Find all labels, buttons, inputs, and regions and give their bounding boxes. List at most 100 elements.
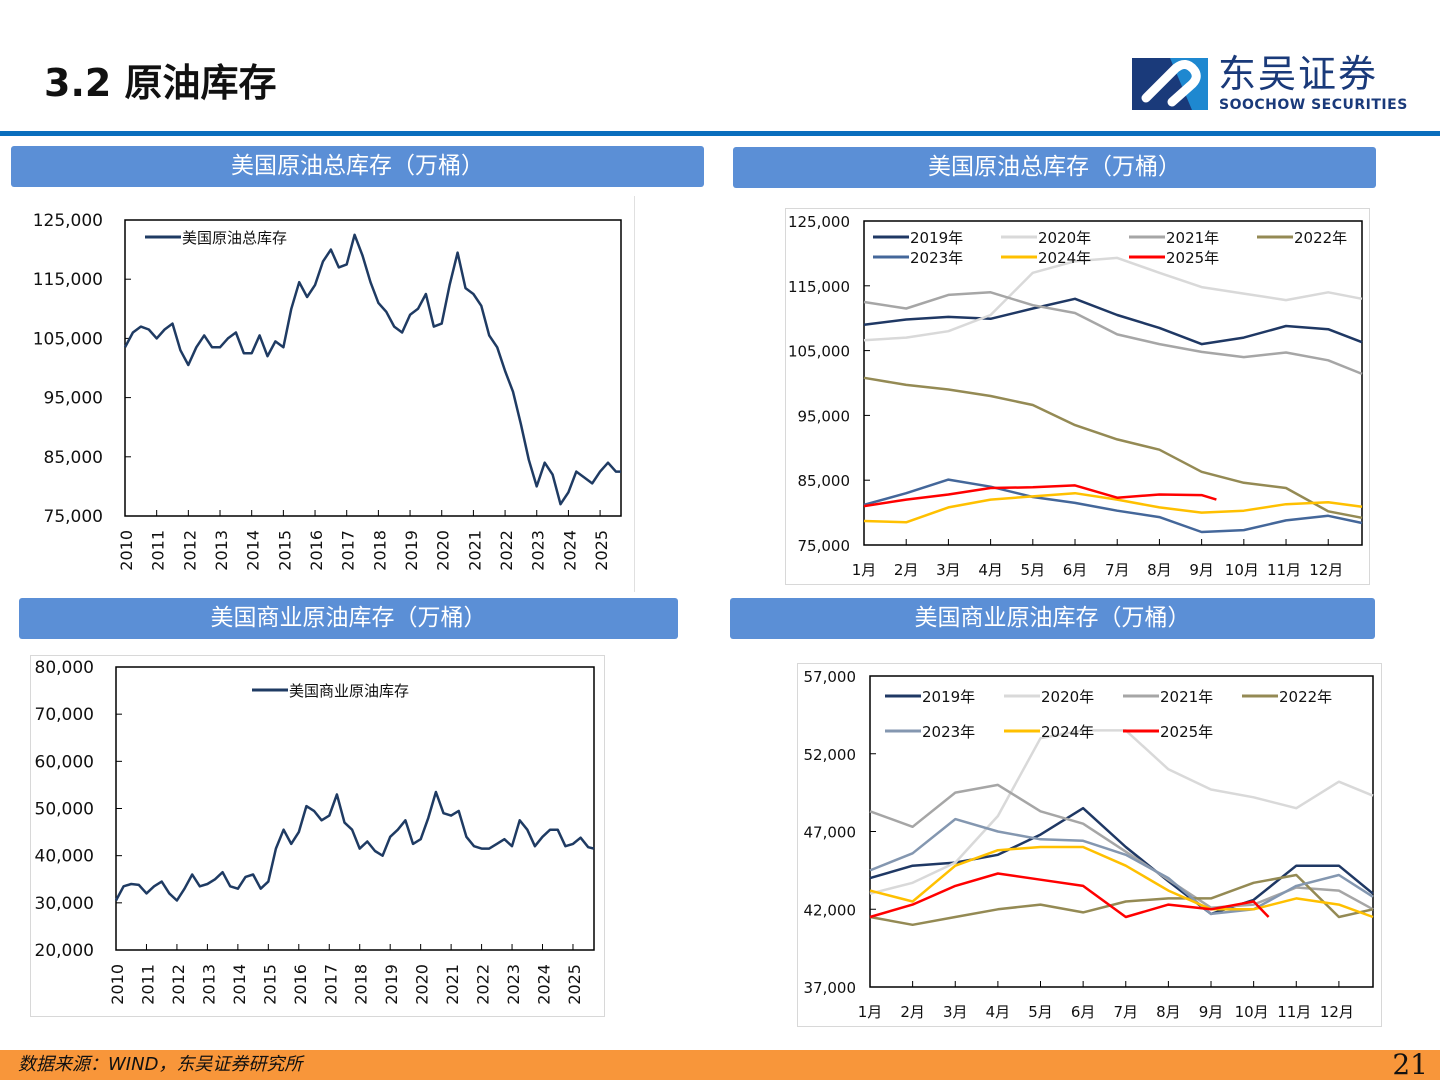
series-line-2025年: [863, 484, 1217, 508]
x-tick-label: 1月: [858, 1003, 883, 1021]
x-tick-label: 2010: [108, 964, 127, 1005]
x-tick-label: 2025: [565, 964, 584, 1005]
x-tick-label: 10月: [1225, 561, 1259, 579]
x-tick-label: 6月: [1071, 1003, 1096, 1021]
x-tick-label: 2013: [212, 530, 231, 571]
y-tick-label: 95,000: [44, 389, 103, 409]
x-tick-label: 2012: [169, 964, 188, 1005]
series-line-2025年: [869, 872, 1270, 919]
legend-label: 2023年: [922, 723, 975, 741]
y-tick-label: 75,000: [798, 537, 851, 555]
y-tick-label: 75,000: [44, 507, 103, 527]
plot-area: [124, 219, 622, 517]
x-tick-label: 12月: [1320, 1003, 1354, 1021]
x-tick-label: 2020: [434, 530, 453, 571]
series-line-2022年: [863, 376, 1363, 520]
page-title: 3.2 原油库存: [44, 61, 277, 105]
x-tick-label: 2020: [413, 964, 432, 1005]
panel-title-commercial-seasonal: 美国商业原油库存（万桶）: [730, 598, 1375, 639]
y-tick-label: 20,000: [35, 941, 94, 961]
legend-label: 2019年: [922, 688, 975, 706]
x-tick-label: 2017: [339, 530, 358, 571]
legend-label: 2022年: [1279, 688, 1332, 706]
x-tick-label: 5月: [1028, 1003, 1053, 1021]
x-tick-label: 8月: [1156, 1003, 1181, 1021]
y-tick-label: 50,000: [35, 800, 94, 820]
x-tick-label: 8月: [1147, 561, 1172, 579]
x-tick-label: 3月: [943, 1003, 968, 1021]
y-tick-label: 125,000: [33, 211, 103, 231]
soochow-logo-icon: [1132, 58, 1208, 110]
y-tick-label: 125,000: [788, 213, 850, 231]
company-logo: 东吴证券 SOOCHOW SECURITIES: [1132, 52, 1408, 114]
y-tick-label: 80,000: [35, 658, 94, 678]
x-tick-label: 4月: [978, 561, 1003, 579]
legend-label: 2021年: [1166, 229, 1219, 247]
x-tick-label: 2017: [321, 964, 340, 1005]
x-tick-label: 2013: [199, 964, 218, 1005]
x-tick-label: 4月: [986, 1003, 1011, 1021]
y-tick-label: 85,000: [44, 448, 103, 468]
x-tick-label: 6月: [1063, 561, 1088, 579]
legend-label: 2025年: [1166, 249, 1219, 267]
chart-frame: [30, 655, 605, 1017]
x-tick-label: 2月: [894, 561, 919, 579]
y-tick-label: 115,000: [33, 270, 103, 290]
legend-label: 2020年: [1038, 229, 1091, 247]
x-tick-label: 2016: [291, 964, 310, 1005]
x-tick-label: 2019: [402, 530, 421, 571]
y-tick-label: 70,000: [35, 705, 94, 725]
chart-1: 75,000 85,000 95,000 105,000 115,000 125,000 1…: [788, 213, 1363, 579]
legend-label: 美国原油总库存: [182, 229, 287, 247]
y-tick-label: 42,000: [804, 901, 857, 919]
legend-label: 2022年: [1294, 229, 1347, 247]
chart-frame: [797, 663, 1382, 1027]
x-tick-label: 2024: [535, 964, 554, 1005]
plot-area: [863, 220, 1363, 546]
y-tick-label: 40,000: [35, 847, 94, 867]
legend-label: 2024年: [1041, 723, 1094, 741]
chart-2: 20,000 30,000 40,000 50,000 60,000 70,000 80,0…: [35, 658, 595, 1005]
x-tick-label: 2月: [900, 1003, 925, 1021]
x-tick-label: 2022: [474, 964, 493, 1005]
logo-en-text: SOOCHOW SECURITIES: [1219, 97, 1408, 113]
x-tick-label: 11月: [1277, 1003, 1311, 1021]
x-tick-label: 2023: [504, 964, 523, 1005]
x-tick-label: 7月: [1113, 1003, 1138, 1021]
chart-frame: [785, 208, 1370, 585]
series-line-美国商业原油库存: [114, 790, 595, 902]
plot-area: [115, 666, 595, 951]
series-line-2023年: [863, 478, 1363, 534]
legend-label: 2021年: [1160, 688, 1213, 706]
series-line-2023年: [869, 817, 1374, 916]
y-tick-label: 95,000: [798, 407, 851, 425]
x-tick-label: 2021: [443, 964, 462, 1005]
x-tick-label: 2011: [149, 530, 168, 571]
frame-divider: [634, 196, 635, 592]
x-tick-label: 2011: [138, 964, 157, 1005]
y-tick-label: 105,000: [788, 343, 850, 361]
series-line-2019年: [863, 297, 1363, 346]
header-divider: [0, 131, 1440, 136]
y-tick-label: 105,000: [33, 329, 103, 349]
x-tick-label: 2019: [382, 964, 401, 1005]
series-line-2022年: [869, 873, 1374, 927]
x-tick-label: 2023: [529, 530, 548, 571]
x-tick-label: 11月: [1267, 561, 1301, 579]
y-tick-label: 57,000: [804, 668, 857, 686]
footer-bar: 数据来源：WIND，东吴证券研究所 21: [0, 1050, 1440, 1080]
x-tick-label: 2016: [307, 530, 326, 571]
panel-title-commercial-history: 美国商业原油库存（万桶）: [19, 598, 678, 639]
x-tick-label: 2015: [275, 530, 294, 571]
logo-cn-text: 东吴证券: [1218, 52, 1379, 96]
y-tick-label: 115,000: [788, 278, 850, 296]
x-tick-label: 2018: [370, 530, 389, 571]
series-line-2021年: [869, 783, 1374, 911]
x-tick-label: 3月: [936, 561, 961, 579]
x-tick-label: 2012: [180, 530, 199, 571]
chart-0: 75,000 85,000 95,000 105,000 115,000 125,000 2…: [33, 211, 622, 571]
x-tick-label: 2025: [592, 530, 611, 571]
x-tick-label: 2015: [260, 964, 279, 1005]
x-tick-label: 2022: [497, 530, 516, 571]
y-tick-label: 85,000: [798, 472, 851, 490]
